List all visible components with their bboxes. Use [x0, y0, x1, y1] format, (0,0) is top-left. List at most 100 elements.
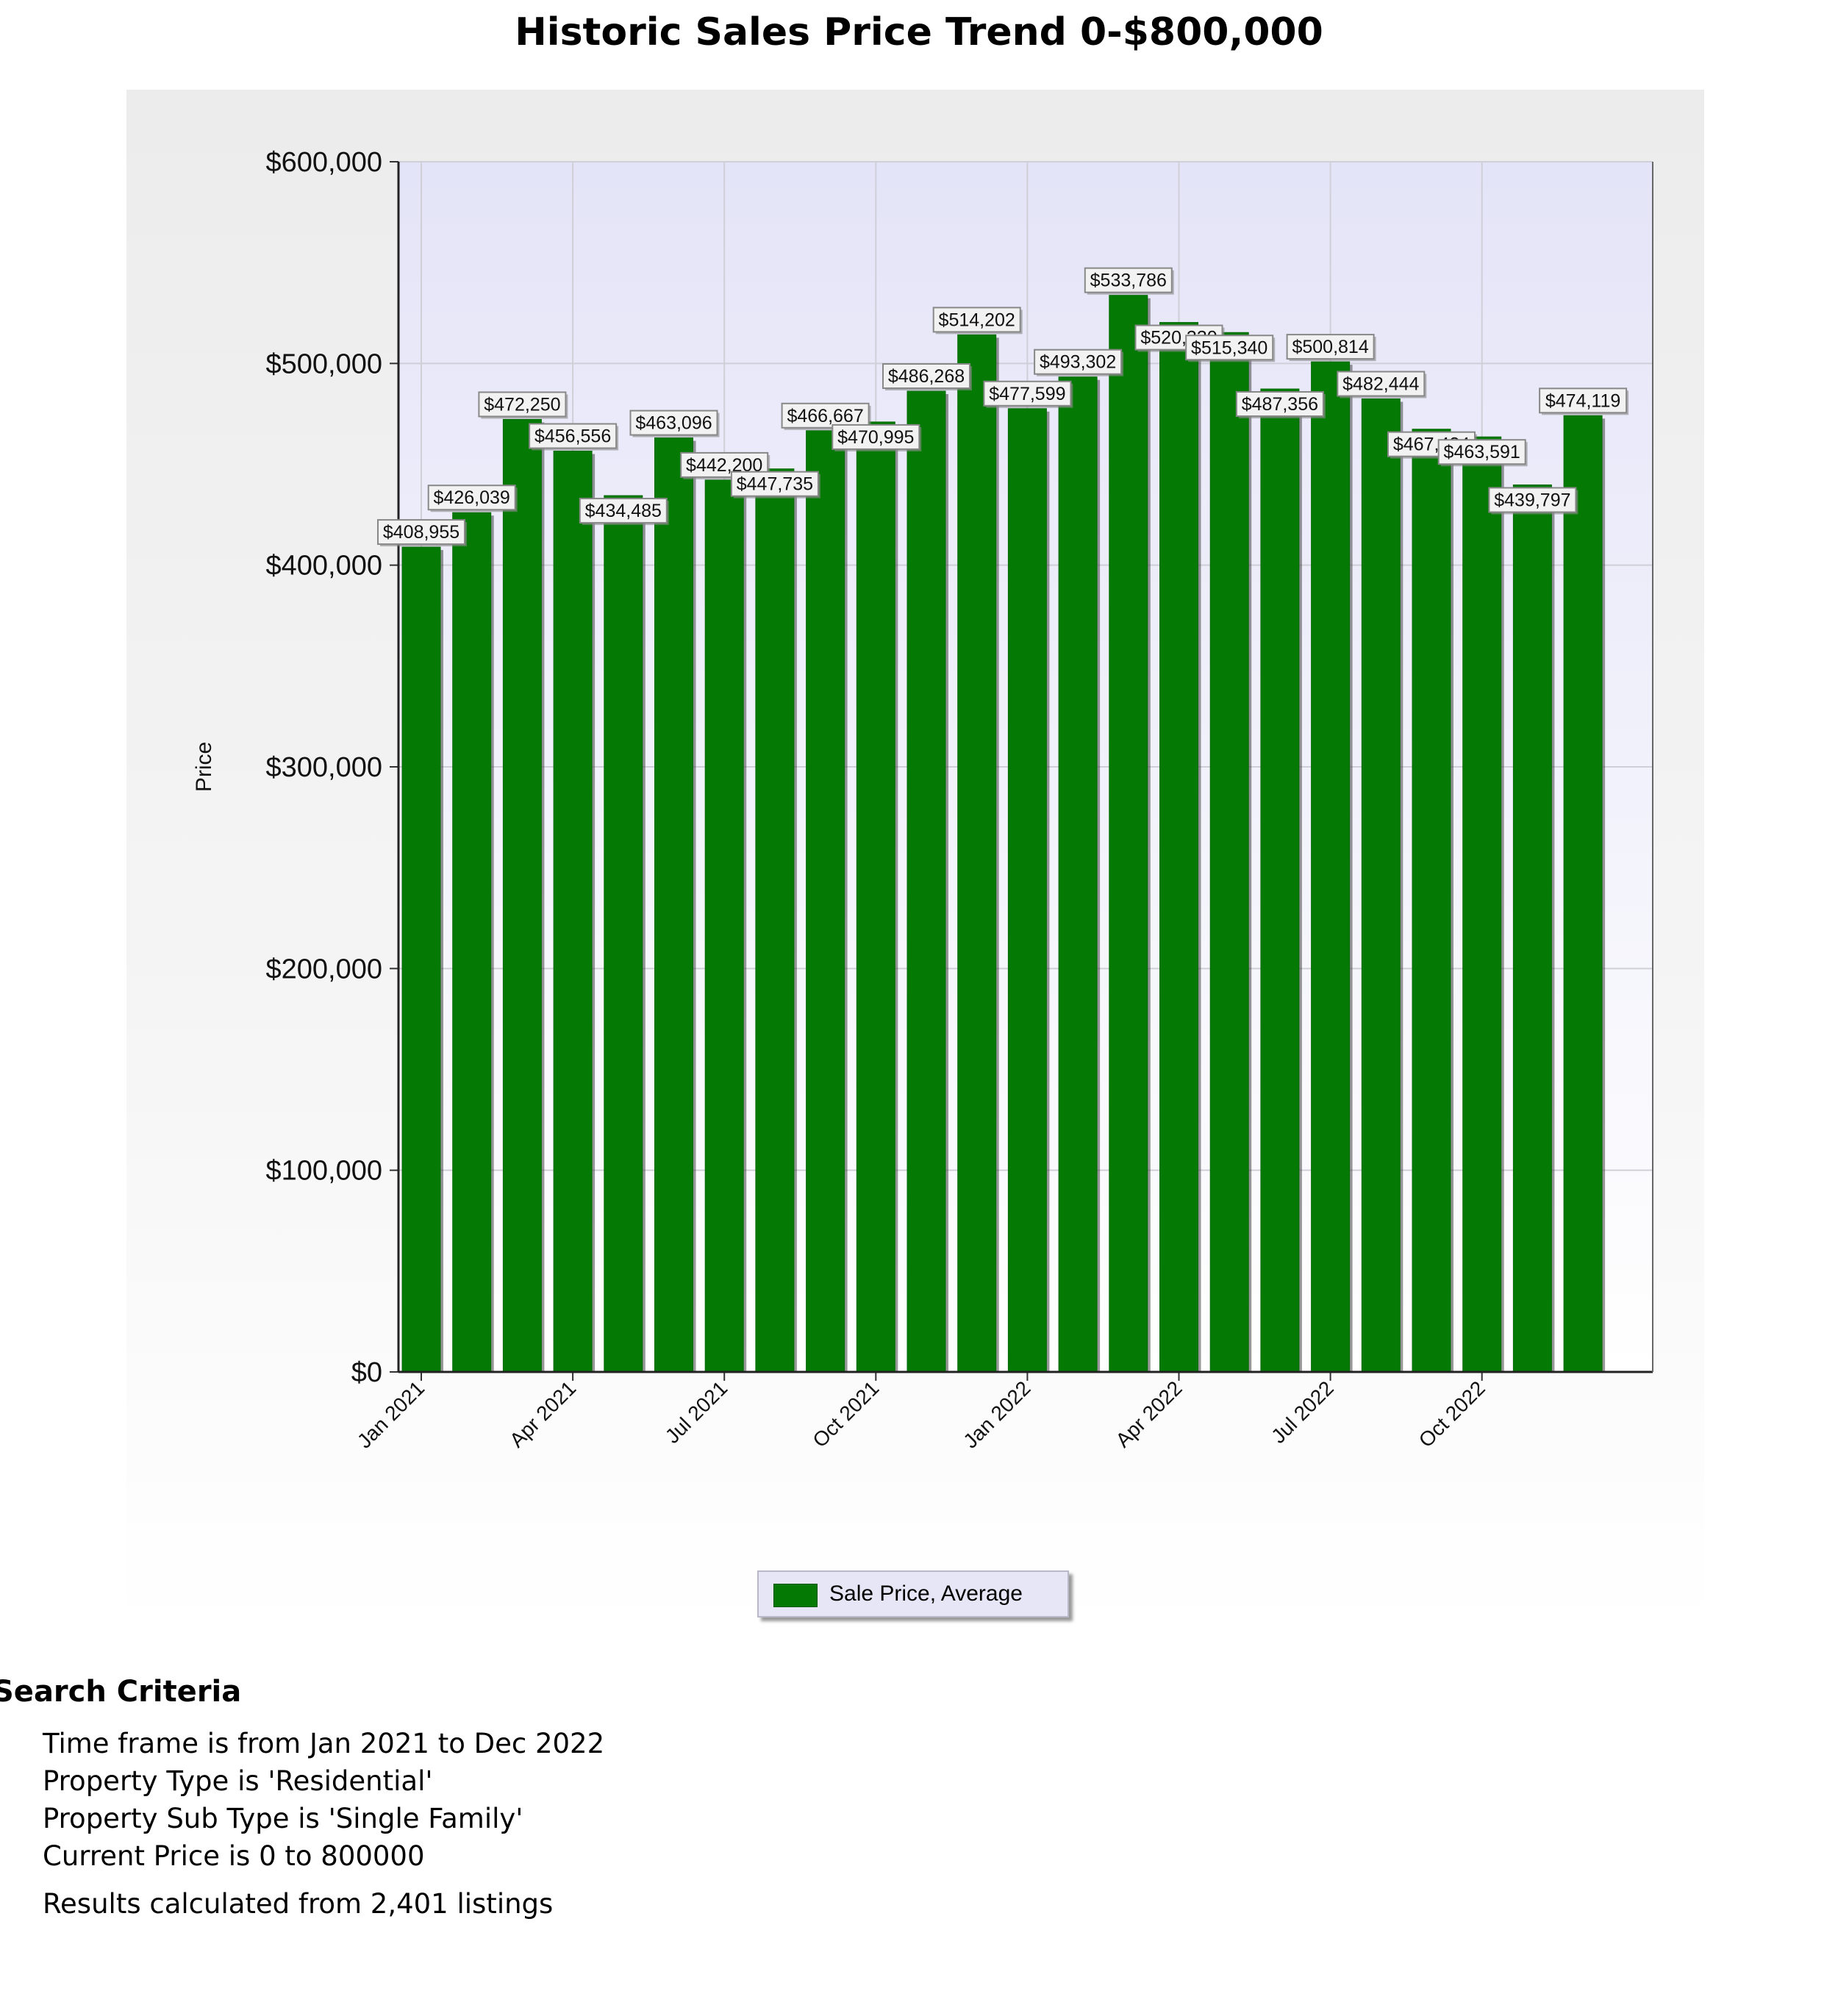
bar: [1512, 484, 1552, 1373]
x-tick-label: Oct 2022: [1415, 1376, 1490, 1451]
data-label-text: $456,556: [534, 426, 611, 447]
data-label: $463,591: [1437, 439, 1528, 467]
data-label: $447,735: [730, 471, 820, 498]
bar: [907, 390, 946, 1373]
data-label-text: $493,302: [1040, 352, 1116, 373]
bar: [1209, 332, 1249, 1373]
bar: [806, 430, 845, 1373]
bar: [1412, 429, 1451, 1373]
data-label-box: [832, 423, 920, 450]
x-tick-label: Apr 2021: [505, 1376, 580, 1451]
criteria-results: Results calculated from 2,401 listings: [43, 1888, 554, 1920]
data-label-text: $514,202: [939, 310, 1015, 330]
data-label: $500,814: [1286, 334, 1376, 362]
data-label-text: $408,955: [383, 522, 460, 543]
bar: [1563, 415, 1603, 1373]
y-tick-label: $400,000: [266, 551, 383, 582]
data-label-box: [1337, 371, 1426, 397]
criteria-property-sub-type: Property Sub Type is 'Single Family': [43, 1803, 523, 1834]
data-label: $487,356: [1235, 391, 1326, 419]
data-label-box: [882, 363, 970, 390]
criteria-time-frame: Time frame is from Jan 2021 to Dec 2022: [43, 1728, 605, 1759]
data-label-text: $515,340: [1191, 337, 1267, 358]
chart-panel: $0 $100,000 $200,000 $300,000 $400,000 $500,0…: [126, 90, 1704, 1626]
data-label-box: [983, 380, 1072, 407]
data-label-box: [1286, 334, 1375, 360]
data-label-text: $439,797: [1494, 490, 1570, 510]
bar: [704, 479, 744, 1373]
bar: [604, 495, 643, 1373]
data-label-text: $426,039: [434, 487, 510, 508]
bar: [1361, 398, 1401, 1373]
data-label-text: $487,356: [1242, 394, 1318, 415]
bar: [1260, 388, 1300, 1373]
data-label: $515,340: [1185, 335, 1276, 362]
bar: [755, 468, 795, 1373]
data-label: $474,119: [1539, 387, 1629, 415]
data-label-box: [730, 471, 819, 497]
data-label-text: $463,096: [635, 413, 712, 434]
data-label-box: [1539, 387, 1628, 414]
criteria-current-price: Current Price is 0 to 800000: [43, 1840, 425, 1872]
bar: [553, 451, 593, 1373]
bar: [1007, 408, 1047, 1373]
data-label: $470,995: [832, 423, 922, 451]
bar: [1311, 361, 1351, 1373]
data-label-box: [478, 391, 567, 418]
legend-swatch: [773, 1584, 818, 1607]
page-title: Historic Sales Price Trend 0-$800,000: [515, 10, 1323, 54]
data-label: $514,202: [932, 307, 1023, 335]
data-label-text: $474,119: [1545, 390, 1620, 411]
bar: [452, 512, 492, 1373]
bar: [957, 334, 997, 1373]
bar: [401, 546, 441, 1373]
data-label: $426,039: [427, 485, 518, 512]
data-label: $408,955: [377, 519, 467, 547]
data-label-box: [1437, 439, 1526, 465]
data-label: $472,250: [478, 391, 568, 419]
data-label-box: [1235, 391, 1324, 418]
y-axis-label: Price: [192, 742, 216, 792]
data-label-box: [932, 307, 1021, 333]
data-label-box: [1034, 348, 1123, 375]
data-label-text: $434,485: [585, 501, 662, 521]
data-label: $533,786: [1084, 267, 1174, 295]
data-label-box: [579, 498, 668, 524]
legend-label: Sale Price, Average: [829, 1581, 1023, 1606]
data-label-text: $466,667: [787, 406, 863, 426]
data-label: $463,096: [629, 410, 720, 437]
data-label-box: [629, 410, 718, 436]
data-label-text: $472,250: [484, 394, 560, 415]
x-tick-label: Oct 2021: [808, 1376, 883, 1451]
data-label: $434,485: [579, 498, 669, 526]
data-label-box: [377, 519, 465, 546]
data-label: $477,599: [983, 380, 1073, 408]
bar: [856, 421, 895, 1373]
bar: [1159, 322, 1198, 1373]
x-tick-label: Jul 2021: [661, 1376, 732, 1448]
bar: [1462, 436, 1502, 1373]
data-label: $486,268: [882, 363, 972, 391]
criteria-property-type: Property Type is 'Residential': [43, 1765, 433, 1797]
data-label-box: [427, 485, 516, 511]
data-label: $456,556: [529, 423, 619, 451]
bar: [1109, 295, 1148, 1373]
y-tick-label: $100,000: [266, 1156, 383, 1187]
y-tick-label: $600,000: [266, 147, 383, 178]
x-tick-label: Jan 2022: [959, 1376, 1034, 1452]
data-label: $439,797: [1488, 487, 1578, 515]
chart-legend: Sale Price, Average: [757, 1570, 1069, 1618]
data-label-text: $447,735: [737, 474, 813, 495]
data-label-box: [1084, 267, 1173, 293]
y-tick-label: $500,000: [266, 348, 383, 379]
data-label: $466,667: [781, 402, 871, 430]
data-label-box: [529, 423, 618, 449]
x-tick-label: Apr 2022: [1111, 1376, 1186, 1451]
data-label-box: [1185, 335, 1274, 361]
data-label: $493,302: [1034, 348, 1124, 376]
data-label-text: $463,591: [1444, 442, 1520, 462]
y-tick-label: $200,000: [266, 954, 383, 984]
bar: [654, 437, 693, 1373]
data-label-box: [1488, 487, 1577, 513]
data-label-text: $500,814: [1292, 337, 1368, 357]
